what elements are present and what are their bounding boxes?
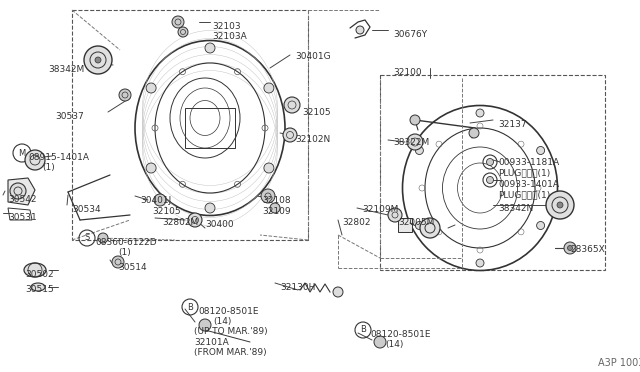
Text: (UP TO MAR.'89): (UP TO MAR.'89) bbox=[194, 327, 268, 336]
Text: 32137: 32137 bbox=[498, 120, 527, 129]
Circle shape bbox=[415, 147, 424, 154]
Circle shape bbox=[205, 203, 215, 213]
Text: 32105: 32105 bbox=[302, 108, 331, 117]
Bar bbox=[380, 75, 605, 270]
Text: 30676Y: 30676Y bbox=[393, 30, 427, 39]
Text: 08915-1401A: 08915-1401A bbox=[28, 153, 89, 162]
Text: (1): (1) bbox=[42, 163, 55, 172]
Circle shape bbox=[270, 203, 280, 213]
Text: 30515: 30515 bbox=[25, 285, 54, 294]
Circle shape bbox=[264, 163, 274, 173]
Text: M: M bbox=[19, 148, 26, 157]
Text: 30502: 30502 bbox=[25, 270, 54, 279]
Circle shape bbox=[536, 221, 545, 230]
Text: (FROM MAR.'89): (FROM MAR.'89) bbox=[194, 348, 267, 357]
Circle shape bbox=[84, 46, 112, 74]
Text: 08360-6122D: 08360-6122D bbox=[95, 238, 157, 247]
Circle shape bbox=[476, 109, 484, 117]
Text: PLUGプラグ(1): PLUGプラグ(1) bbox=[498, 168, 550, 177]
Circle shape bbox=[415, 221, 424, 230]
Text: 32802: 32802 bbox=[342, 218, 371, 227]
Text: 38342M: 38342M bbox=[48, 65, 84, 74]
Text: S: S bbox=[84, 234, 90, 243]
Circle shape bbox=[146, 83, 156, 93]
Text: 30534: 30534 bbox=[72, 205, 100, 214]
Circle shape bbox=[546, 191, 574, 219]
Text: (14): (14) bbox=[385, 340, 403, 349]
Circle shape bbox=[199, 319, 211, 331]
Text: (1): (1) bbox=[118, 248, 131, 257]
Text: 32109M: 32109M bbox=[362, 205, 398, 214]
Text: 30531: 30531 bbox=[8, 213, 36, 222]
Circle shape bbox=[95, 57, 101, 63]
Circle shape bbox=[264, 83, 274, 93]
Circle shape bbox=[283, 128, 297, 142]
Circle shape bbox=[284, 97, 300, 113]
Text: 32102N: 32102N bbox=[295, 135, 330, 144]
Text: 30542: 30542 bbox=[8, 195, 36, 204]
Circle shape bbox=[407, 134, 423, 150]
Text: 28365X: 28365X bbox=[570, 245, 605, 254]
Text: (14): (14) bbox=[213, 317, 232, 326]
Bar bbox=[185, 108, 235, 148]
Circle shape bbox=[476, 259, 484, 267]
Circle shape bbox=[178, 27, 188, 37]
Circle shape bbox=[564, 242, 576, 254]
Circle shape bbox=[486, 158, 493, 166]
Circle shape bbox=[10, 183, 26, 199]
Text: 30400: 30400 bbox=[205, 220, 234, 229]
Ellipse shape bbox=[24, 263, 46, 277]
Text: 32101A: 32101A bbox=[194, 338, 228, 347]
Text: 30514: 30514 bbox=[118, 263, 147, 272]
Circle shape bbox=[420, 218, 440, 238]
Circle shape bbox=[333, 287, 343, 297]
Text: 32103A: 32103A bbox=[212, 32, 247, 41]
Circle shape bbox=[410, 115, 420, 125]
Text: 32005M: 32005M bbox=[398, 218, 435, 227]
Circle shape bbox=[536, 147, 545, 154]
Text: 30401J: 30401J bbox=[140, 196, 172, 205]
Circle shape bbox=[568, 246, 573, 250]
Circle shape bbox=[146, 163, 156, 173]
Circle shape bbox=[172, 16, 184, 28]
Text: 30401G: 30401G bbox=[295, 52, 331, 61]
Text: 32103: 32103 bbox=[212, 22, 241, 31]
Circle shape bbox=[119, 89, 131, 101]
Circle shape bbox=[557, 202, 563, 208]
Circle shape bbox=[261, 189, 275, 203]
Text: 32109: 32109 bbox=[262, 207, 291, 216]
Circle shape bbox=[374, 336, 386, 348]
Circle shape bbox=[25, 150, 45, 170]
Circle shape bbox=[486, 176, 493, 183]
Text: 08120-8501E: 08120-8501E bbox=[370, 330, 431, 339]
Circle shape bbox=[154, 194, 166, 206]
Text: A3P 1003: A3P 1003 bbox=[598, 358, 640, 368]
Text: 00933-1181A: 00933-1181A bbox=[498, 158, 559, 167]
Text: 32105: 32105 bbox=[152, 207, 180, 216]
Circle shape bbox=[356, 26, 364, 34]
Text: 08120-8501E: 08120-8501E bbox=[198, 307, 259, 316]
Text: 32108: 32108 bbox=[262, 196, 291, 205]
Text: 32802M: 32802M bbox=[162, 218, 198, 227]
Text: 30537: 30537 bbox=[55, 112, 84, 121]
Polygon shape bbox=[8, 178, 35, 205]
Text: PLUGプラグ(1): PLUGプラグ(1) bbox=[498, 190, 550, 199]
Circle shape bbox=[112, 256, 124, 268]
Circle shape bbox=[205, 43, 215, 53]
Circle shape bbox=[98, 233, 108, 243]
Text: 00933-1401A: 00933-1401A bbox=[498, 180, 559, 189]
Circle shape bbox=[469, 128, 479, 138]
Ellipse shape bbox=[31, 283, 45, 291]
Bar bbox=[72, 10, 308, 240]
Text: B: B bbox=[360, 326, 366, 334]
Text: B: B bbox=[187, 302, 193, 311]
Circle shape bbox=[188, 213, 202, 227]
Text: 38322M: 38322M bbox=[393, 138, 429, 147]
Text: 32100: 32100 bbox=[393, 68, 422, 77]
Bar bbox=[398, 218, 412, 232]
Text: 38342N: 38342N bbox=[498, 204, 533, 213]
Circle shape bbox=[388, 208, 402, 222]
Text: 32130H: 32130H bbox=[280, 283, 316, 292]
